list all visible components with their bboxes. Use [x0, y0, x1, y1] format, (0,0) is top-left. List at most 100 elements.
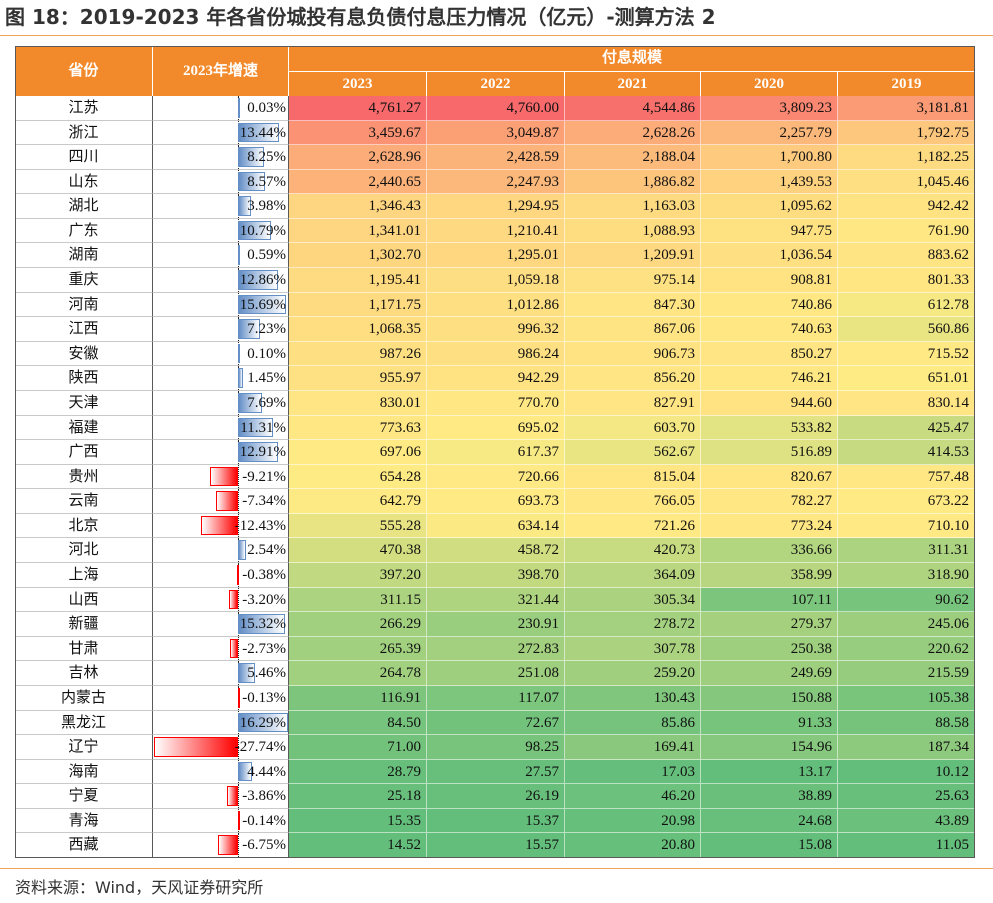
value-cell-2022: 1,210.41: [427, 218, 565, 244]
value-cell-2023: 14.52: [289, 833, 427, 858]
province-cell: 上海: [15, 563, 153, 588]
table-row: 湖南 0.59% 1,302.70 1,295.01 1,209.91 1,036.54 8…: [15, 243, 975, 269]
growth-bar-negative: [200, 515, 239, 536]
value-cell-2021: 130.43: [565, 685, 701, 711]
value-cell-2019: 757.48: [838, 464, 975, 490]
province-cell: 内蒙古: [15, 685, 153, 711]
value-cell-2021: 305.34: [565, 587, 701, 613]
source-note: 资料来源：Wind，天风证券研究所: [15, 878, 264, 897]
value-cell-2021: 46.20: [565, 784, 701, 809]
value-cell-2023: 2,628.96: [289, 145, 427, 170]
value-cell-2021: 278.72: [565, 612, 701, 637]
value-cell-2022: 1,012.86: [427, 292, 565, 318]
value-cell-2020: 782.27: [701, 489, 838, 514]
value-cell-2020: 773.24: [701, 513, 838, 539]
growth-cell: 1.45%: [153, 366, 289, 391]
province-cell: 海南: [15, 759, 153, 785]
value-cell-2021: 2,628.26: [565, 120, 701, 146]
growth-bar-negative: [216, 491, 239, 511]
value-cell-2021: 721.26: [565, 513, 701, 539]
growth-value: 2.54%: [247, 542, 286, 559]
value-cell-2021: 1,886.82: [565, 169, 701, 195]
value-cell-2021: 906.73: [565, 341, 701, 367]
value-cell-2023: 1,171.75: [289, 292, 427, 318]
table-row: 贵州 -9.21% 654.28 720.66 815.04 820.67 757.48: [15, 464, 975, 490]
value-cell-2022: 26.19: [427, 784, 565, 809]
value-cell-2022: 15.37: [427, 808, 565, 834]
province-cell: 天津: [15, 390, 153, 416]
growth-value: -6.75%: [242, 837, 286, 854]
value-cell-2021: 1,209.91: [565, 243, 701, 269]
source-rule: [0, 868, 993, 869]
growth-zero-axis: [238, 464, 240, 489]
value-cell-2023: 1,341.01: [289, 218, 427, 244]
value-cell-2020: 358.99: [701, 563, 838, 588]
value-cell-2022: 230.91: [427, 612, 565, 637]
value-cell-2019: 560.86: [838, 317, 975, 342]
value-cell-2022: 720.66: [427, 464, 565, 490]
value-cell-2019: 761.90: [838, 218, 975, 244]
growth-cell: -9.21%: [153, 464, 289, 490]
value-cell-2019: 425.47: [838, 415, 975, 441]
table-row: 新疆 15.32% 266.29 230.91 278.72 279.37 245.06: [15, 612, 975, 637]
growth-value: 5.46%: [247, 665, 286, 682]
growth-cell: -6.75%: [153, 833, 289, 858]
value-cell-2019: 215.59: [838, 661, 975, 686]
value-cell-2020: 107.11: [701, 587, 838, 613]
data-table: 省份 2023年增速 付息规模 2023 2022 2021 2020 2019…: [15, 46, 975, 858]
growth-value: 11.31%: [240, 419, 286, 436]
province-cell: 北京: [15, 513, 153, 539]
growth-value: -0.38%: [242, 567, 286, 584]
table-row: 江苏 0.03% 4,761.27 4,760.00 4,544.86 3,809.23 3…: [15, 96, 975, 121]
value-cell-2019: 1,045.46: [838, 169, 975, 195]
growth-value: -2.73%: [242, 640, 286, 657]
value-cell-2019: 105.38: [838, 685, 975, 711]
growth-bar-positive: [238, 147, 264, 167]
value-cell-2021: 1,163.03: [565, 194, 701, 219]
value-cell-2022: 2,428.59: [427, 145, 565, 170]
growth-value: 3.98%: [247, 198, 286, 215]
value-cell-2019: 311.31: [838, 538, 975, 564]
value-cell-2020: 850.27: [701, 341, 838, 367]
growth-bar-positive: [238, 245, 241, 266]
value-cell-2021: 4,544.86: [565, 96, 701, 121]
value-cell-2019: 220.62: [838, 636, 975, 662]
table-row: 河北 2.54% 470.38 458.72 420.73 336.66 311.31: [15, 538, 975, 564]
table-row: 内蒙古 -0.13% 116.91 117.07 130.43 150.88 105.38: [15, 685, 975, 711]
growth-value: -7.34%: [242, 493, 286, 510]
value-cell-2019: 710.10: [838, 513, 975, 539]
province-cell: 青海: [15, 808, 153, 834]
value-cell-2023: 1,302.70: [289, 243, 427, 269]
growth-cell: -3.20%: [153, 587, 289, 613]
value-cell-2020: 516.89: [701, 440, 838, 465]
table-row: 福建 11.31% 773.63 695.02 603.70 533.82 425.47: [15, 415, 975, 441]
value-cell-2023: 25.18: [289, 784, 427, 809]
value-cell-2019: 883.62: [838, 243, 975, 269]
value-cell-2019: 1,792.75: [838, 120, 975, 146]
value-cell-2023: 642.79: [289, 489, 427, 514]
province-cell: 宁夏: [15, 784, 153, 809]
growth-cell: 8.57%: [153, 169, 289, 195]
growth-value: -0.14%: [242, 812, 286, 829]
value-cell-2023: 955.97: [289, 366, 427, 391]
growth-cell: -12.43%: [153, 513, 289, 539]
growth-zero-axis: [238, 833, 240, 857]
province-cell: 甘肃: [15, 636, 153, 662]
value-cell-2020: 15.08: [701, 833, 838, 858]
growth-bar-positive: [238, 368, 243, 388]
value-cell-2022: 986.24: [427, 341, 565, 367]
value-cell-2019: 801.33: [838, 268, 975, 293]
growth-bar-positive: [238, 294, 287, 315]
growth-value: -9.21%: [242, 468, 286, 485]
value-cell-2021: 1,088.93: [565, 218, 701, 244]
growth-cell: -2.73%: [153, 636, 289, 662]
province-cell: 广西: [15, 440, 153, 465]
growth-bar-positive: [238, 540, 247, 561]
growth-value: -3.86%: [242, 788, 286, 805]
growth-value: 0.03%: [247, 100, 286, 116]
growth-bar-positive: [238, 442, 278, 462]
growth-bar-negative: [228, 589, 239, 610]
value-cell-2023: 1,068.35: [289, 317, 427, 342]
value-cell-2023: 773.63: [289, 415, 427, 441]
value-cell-2020: 740.63: [701, 317, 838, 342]
